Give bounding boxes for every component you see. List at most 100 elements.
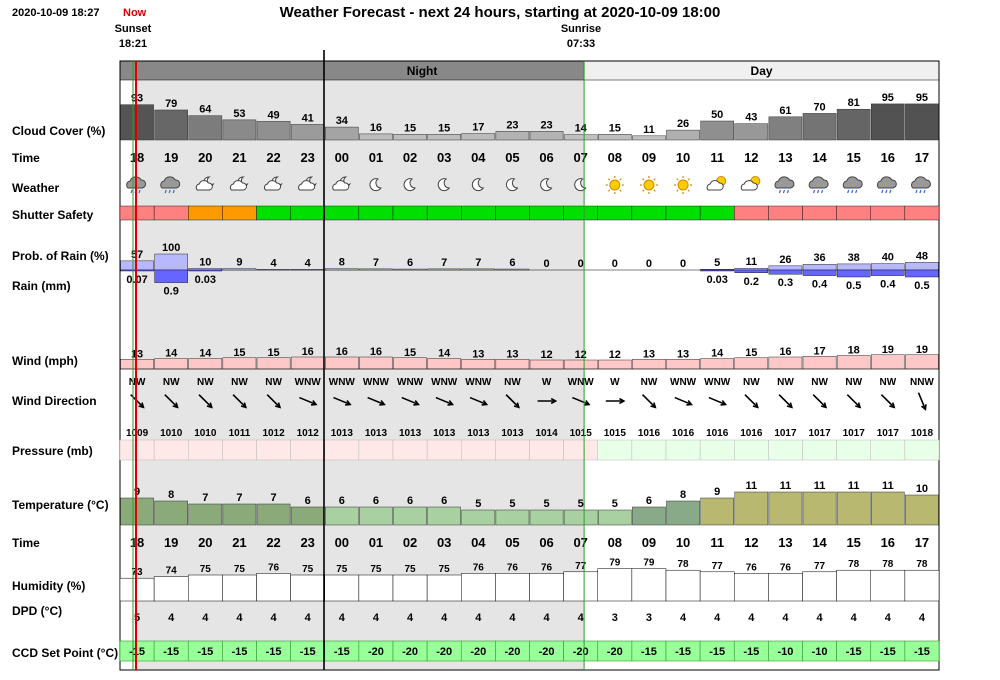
wind-direction-value: WNW [568, 377, 595, 388]
dpd-value: 4 [168, 612, 175, 624]
cloud-bar [632, 135, 666, 141]
shutter-cell [358, 205, 394, 221]
ccd-value: -20 [539, 646, 555, 658]
dpd-label: DPD (°C) [12, 604, 63, 618]
humidity-cell [495, 573, 530, 602]
pressure-cell [324, 439, 360, 461]
time-cell: 12 [744, 150, 758, 165]
wind-arrow-icon [537, 397, 558, 405]
time-cell: 16 [881, 150, 895, 165]
wind-bar [563, 359, 598, 370]
shutter-cell [529, 205, 564, 221]
dpd-value: 4 [782, 612, 789, 624]
wind-value: 13 [677, 348, 689, 360]
cloud-rain-icon [842, 176, 863, 194]
time-cell: 20 [198, 150, 212, 165]
time-cell-2: 19 [164, 535, 178, 550]
weather-label: Weather [12, 181, 60, 195]
sun-icon [639, 176, 658, 194]
cloud-bar [905, 103, 939, 141]
temperature-value: 8 [168, 489, 174, 501]
temperature-bar [120, 497, 154, 526]
pressure-cell [734, 439, 769, 461]
wind-arrow-icon [232, 394, 247, 409]
wind-value: 17 [813, 345, 825, 357]
wind-bar [222, 357, 257, 370]
ccd-value: -15 [129, 646, 145, 658]
wind-value: 18 [848, 345, 860, 357]
wind-bar [154, 358, 188, 370]
shutter-safety-label: Shutter Safety [12, 208, 94, 222]
rain-bar [836, 269, 871, 278]
cloud-bar [768, 116, 803, 141]
ccd-value: -20 [504, 646, 520, 658]
wind-bar [325, 356, 359, 370]
dpd-value: 4 [680, 612, 687, 624]
time-cell-2: 10 [676, 535, 690, 550]
prob-rain-value: 0 [680, 258, 686, 270]
wind-arrow-icon [367, 396, 386, 406]
prob-rain-value: 7 [373, 257, 379, 269]
time-cell: 00 [335, 150, 349, 165]
temperature-bar [768, 491, 803, 526]
prob-rain-value: 0 [544, 258, 550, 270]
temperature-value: 6 [646, 495, 652, 507]
wind-direction-value: NW [641, 377, 658, 388]
humidity-value: 77 [712, 561, 724, 572]
temperature-bar [427, 506, 461, 526]
cloud-bar [836, 108, 871, 141]
dpd-value: 4 [305, 612, 312, 624]
dpd-value: 4 [714, 612, 721, 624]
cloud-value: 34 [336, 115, 349, 127]
pressure-value: 1012 [297, 428, 320, 439]
dpd-value: 4 [373, 612, 380, 624]
ccd-label: CCD Set Point (°C) [12, 646, 119, 660]
ccd-cell [904, 640, 940, 662]
dpd-value: 4 [271, 612, 278, 624]
moon-icon [437, 178, 451, 192]
wind-value: 12 [609, 349, 621, 361]
partly-cloudy-night-icon [332, 176, 351, 191]
humidity-value: 78 [678, 559, 690, 570]
pressure-cell [904, 439, 940, 461]
cloud-value: 23 [506, 119, 518, 131]
time-cell: 02 [403, 150, 417, 165]
pressure-value: 1016 [706, 428, 729, 439]
temperature-value: 5 [475, 498, 481, 510]
wind-bar [427, 358, 461, 370]
prob-rain-value: 0 [612, 258, 618, 270]
moon-icon [369, 178, 382, 192]
wind-bar [598, 359, 632, 370]
time-cell: 14 [812, 150, 827, 165]
sunrise-time: 07:33 [566, 38, 596, 50]
wind-value: 12 [575, 349, 587, 361]
temperature-bar [290, 506, 325, 526]
dpd-value: 3 [612, 612, 618, 624]
wind-direction-value: NW [129, 377, 146, 388]
time-cell-2: 23 [300, 535, 314, 550]
humidity-cell [324, 574, 360, 602]
time-cell-2: 15 [846, 535, 860, 550]
sun-icon [605, 176, 624, 194]
cloud-bar [495, 131, 530, 141]
prob-rain-value: 7 [441, 257, 447, 269]
shutter-cell [426, 205, 462, 221]
wind-value: 15 [404, 347, 416, 359]
humidity-cell [870, 569, 906, 602]
pressure-value: 1014 [535, 428, 558, 439]
temperature-label: Temperature (°C) [12, 498, 109, 512]
ccd-value: -10 [777, 646, 793, 658]
cloud-rain-icon [911, 176, 931, 194]
time-cell-2: 18 [130, 535, 144, 550]
temperature-bar [836, 491, 871, 526]
now-label: Now [123, 7, 147, 19]
moon-icon [403, 178, 417, 192]
wind-arrow-icon [164, 394, 179, 409]
wind-value: 16 [302, 346, 314, 358]
wind-bar [393, 357, 427, 370]
cloud-value: 95 [916, 92, 928, 104]
shutter-cell [734, 205, 769, 221]
cloud-value: 49 [267, 109, 279, 121]
wind-value: 13 [643, 348, 655, 360]
pressure-value: 1013 [467, 428, 490, 439]
